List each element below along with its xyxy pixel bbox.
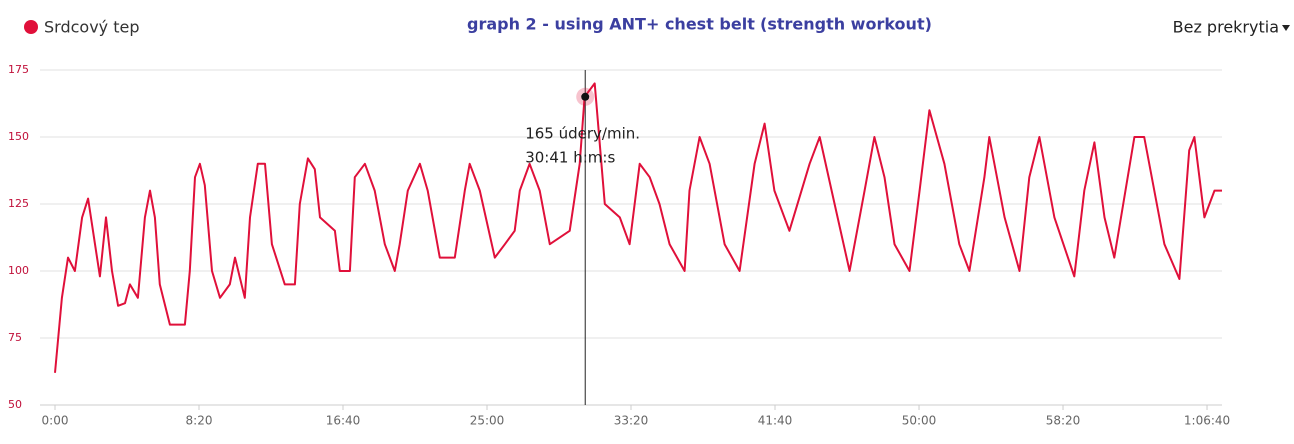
y-tick-label: 50 xyxy=(8,398,22,411)
x-tick-label: 1:06:40 xyxy=(1184,414,1230,428)
hover-point xyxy=(581,92,590,101)
x-tick-label: 50:00 xyxy=(902,414,937,428)
x-tick-label: 0:00 xyxy=(42,414,69,428)
chart-title: graph 2 - using ANT+ chest belt xyxy=(467,15,755,34)
y-tick-label: 150 xyxy=(8,130,29,143)
legend-swatch xyxy=(24,20,38,34)
x-tick-label: 33:20 xyxy=(614,414,649,428)
x-tick-label: 16:40 xyxy=(326,414,361,428)
legend-label: Srdcový tep xyxy=(44,18,140,37)
x-tick-label: 41:40 xyxy=(758,414,793,428)
y-tick-label: 75 xyxy=(8,331,22,344)
y-tick-label: 175 xyxy=(8,63,29,76)
dropdown-arrow[interactable] xyxy=(1282,25,1290,31)
control-label[interactable]: Bez prekrytia xyxy=(1173,18,1279,37)
series-line xyxy=(54,82,1222,373)
x-tick-label: 8:20 xyxy=(186,414,213,428)
tooltip-text: 30:41 h:m:s xyxy=(525,148,615,166)
tooltip-text: 165 údery/min. xyxy=(525,124,640,142)
overlay-control[interactable]: Bez prekrytia xyxy=(1173,18,1290,37)
x-tick-label: 58:20 xyxy=(1046,414,1081,428)
chart-subtitle: (strength workout) xyxy=(760,15,932,34)
y-tick-label: 100 xyxy=(8,264,29,277)
y-tick-label: 125 xyxy=(8,197,29,210)
x-tick-label: 25:00 xyxy=(470,414,505,428)
